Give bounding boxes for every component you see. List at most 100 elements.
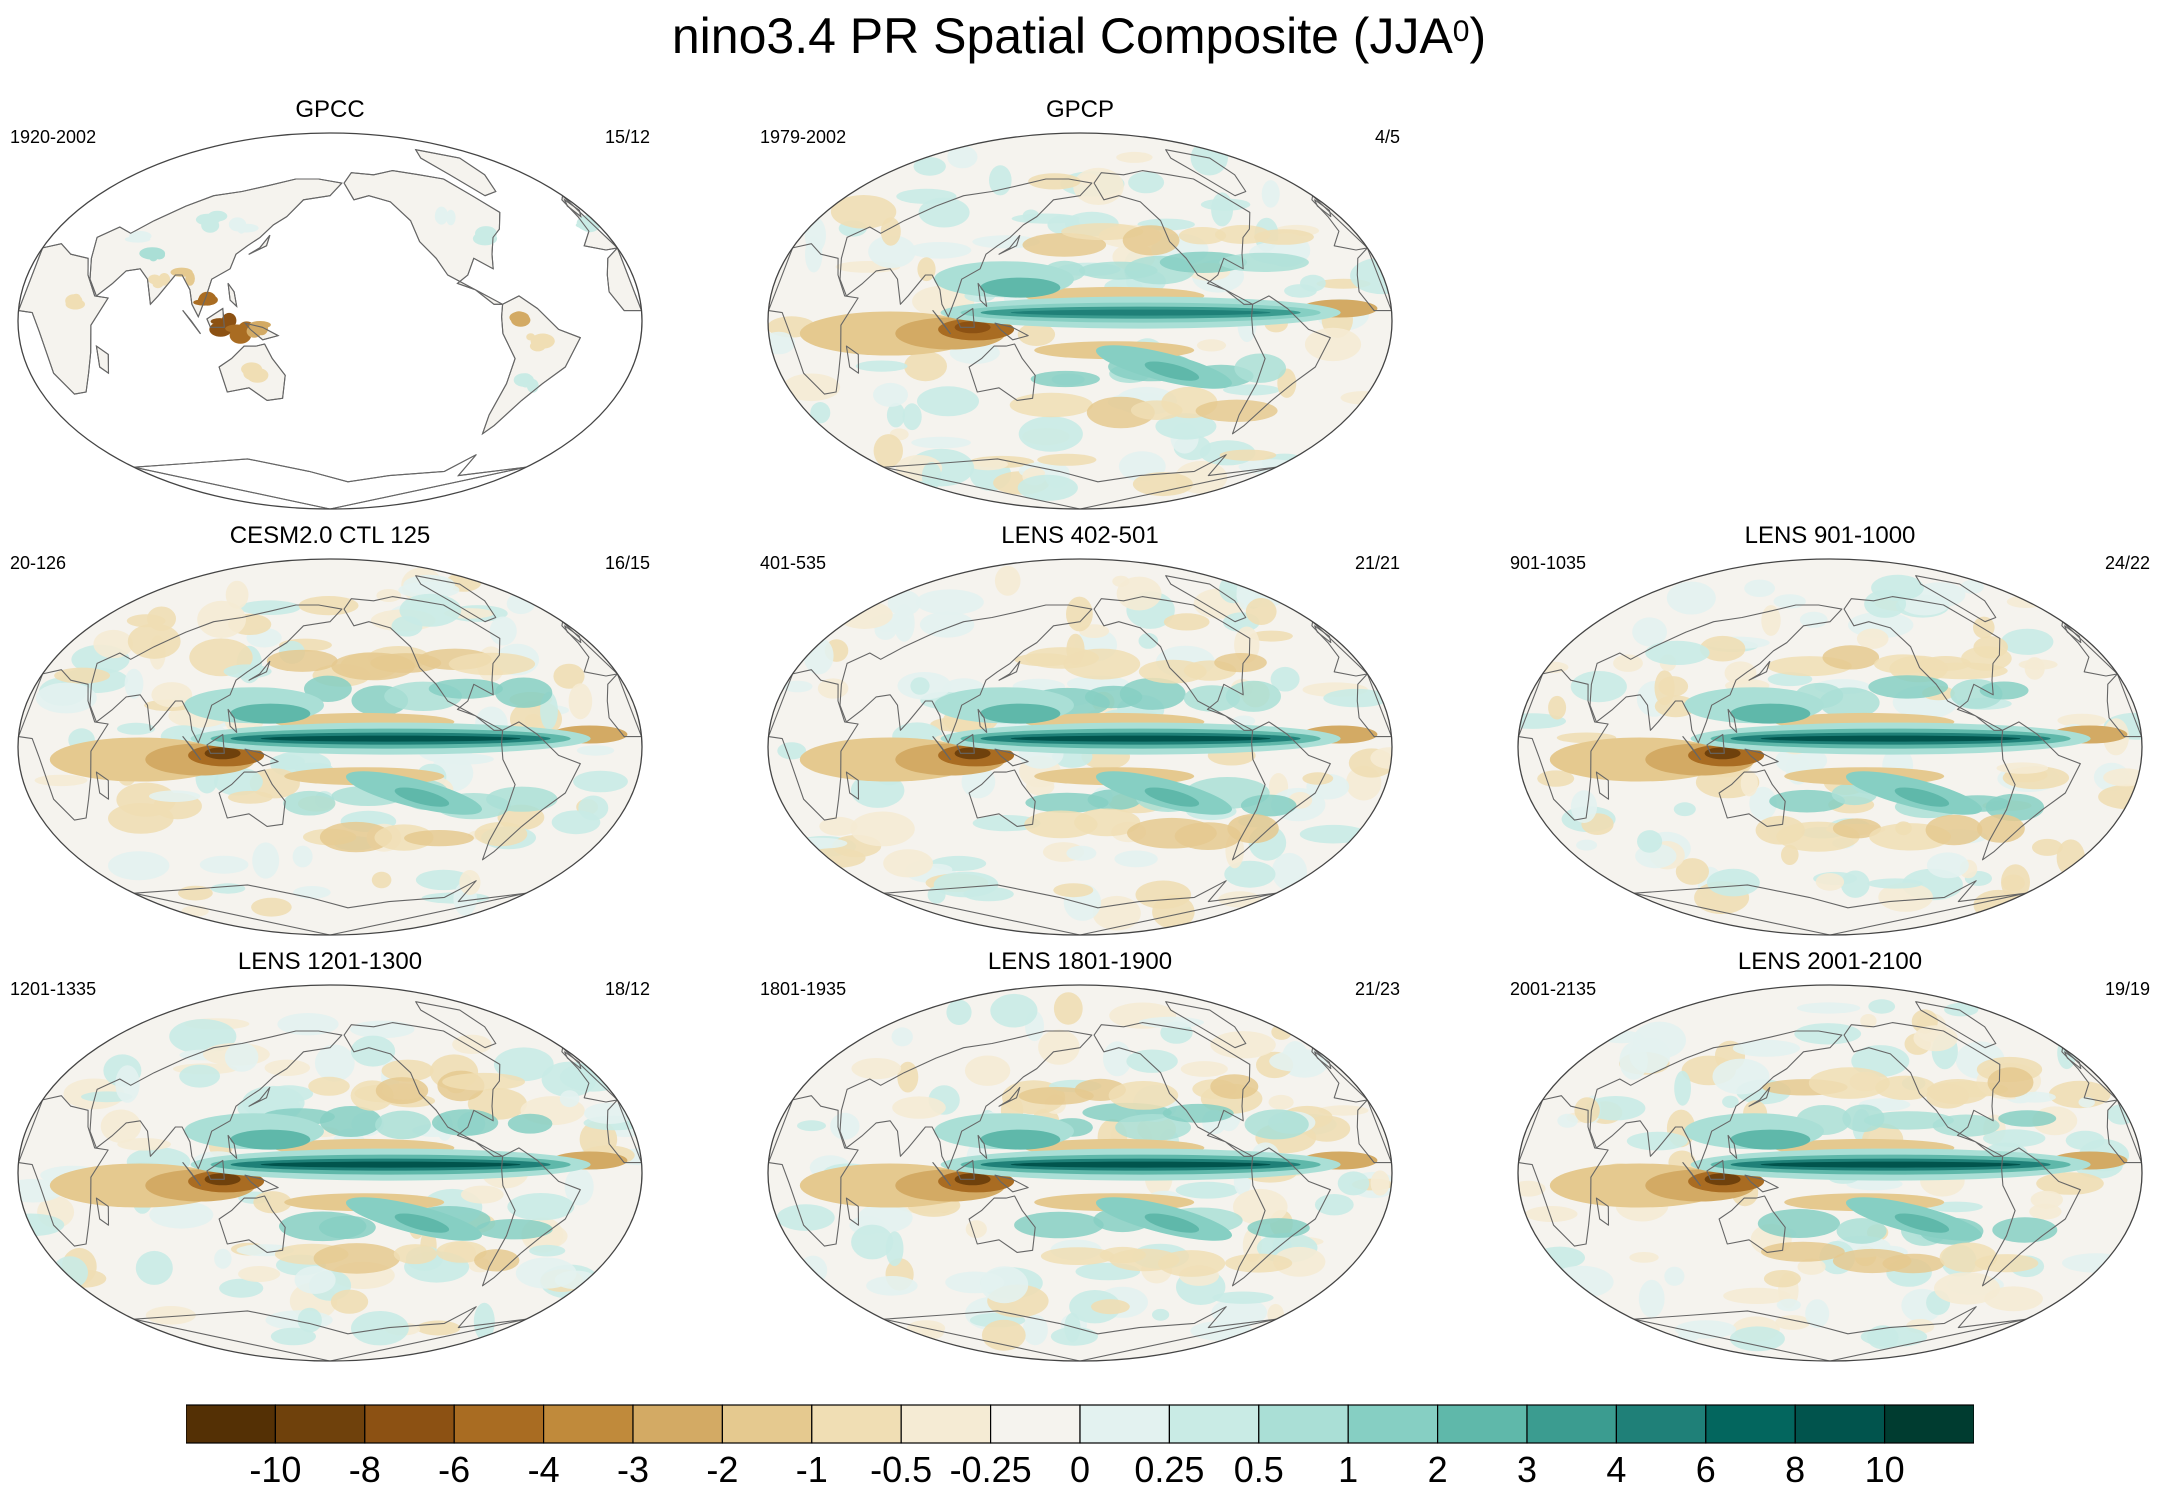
coastline <box>1706 733 1725 754</box>
figure-title-closing: ) <box>1469 8 1487 64</box>
anomaly-blob <box>1270 666 1300 692</box>
anomaly-blob <box>2006 595 2046 608</box>
anomaly-blob <box>947 145 978 169</box>
anomaly-blob <box>1673 802 1696 817</box>
coastline <box>1093 170 1254 305</box>
anomaly-blob <box>1063 648 1141 680</box>
anomaly-blob <box>350 1020 415 1039</box>
anomaly-blob <box>404 830 474 847</box>
coastline <box>206 733 225 754</box>
coastline <box>89 178 343 319</box>
colorbar-tick-label: 3 <box>1516 1449 1538 1490</box>
anomaly-blob <box>35 682 97 714</box>
anomaly-blob <box>1626 1131 1688 1151</box>
coastline <box>481 1147 581 1287</box>
anomaly-blob <box>135 1250 173 1285</box>
anomaly-blob <box>564 1167 594 1206</box>
anomaly-blob <box>493 1047 554 1082</box>
map-gpcc <box>17 132 643 510</box>
colorbar-swatch <box>543 1404 634 1444</box>
anomaly-blob <box>214 1248 232 1269</box>
coastline <box>883 1306 1277 1361</box>
coastline <box>343 170 503 305</box>
anomaly-blob <box>319 821 393 853</box>
anomaly-blob <box>1925 814 1983 846</box>
anomaly-blob <box>819 816 858 836</box>
map-lens-1801 <box>767 984 1393 1362</box>
anomaly-blob <box>93 629 134 659</box>
anomaly-blob <box>2015 1091 2056 1103</box>
colorbar-tick-label: -3 <box>616 1449 650 1490</box>
anomaly-blob <box>1867 878 1923 889</box>
land-anomaly <box>241 362 263 376</box>
coastline <box>2061 621 2118 677</box>
colorbar-tick-label: 0.25 <box>1134 1449 1205 1490</box>
panel-count: 4/5 <box>1374 127 1400 147</box>
coastline <box>1589 604 1843 744</box>
anomaly-blob <box>197 600 247 638</box>
colorbar <box>186 1404 1974 1444</box>
map-lens-901 <box>1517 558 2143 936</box>
wet-anomaly <box>394 787 450 807</box>
anomaly-blob <box>1210 1074 1259 1099</box>
anomaly-blob <box>797 1120 826 1132</box>
coastline <box>564 625 582 644</box>
anomaly-blob <box>2018 659 2058 670</box>
anomaly-blob <box>225 580 249 609</box>
anomaly-blob <box>1323 688 1390 708</box>
coastline <box>1843 596 2004 731</box>
anomaly-blob <box>51 1256 88 1290</box>
coastline <box>968 343 1036 401</box>
anomaly-blob <box>1138 633 1159 649</box>
anomaly-blob <box>1112 575 1130 587</box>
anomaly-blob <box>1796 1002 1861 1014</box>
anomaly-blob <box>873 382 908 407</box>
coastline <box>932 736 951 761</box>
anomaly-blob <box>915 589 984 615</box>
anomaly-blob <box>149 1201 214 1229</box>
anomaly-blob <box>1025 792 1109 813</box>
coastline <box>248 660 271 681</box>
wet-anomaly <box>1144 1213 1200 1233</box>
land-anomaly <box>480 229 497 240</box>
coastline <box>994 748 1029 767</box>
anomaly-blob <box>1929 1201 1983 1213</box>
land-anomaly <box>228 217 247 232</box>
anomaly-blob <box>1570 671 1627 703</box>
anomaly-blob <box>2001 628 2054 655</box>
coastline <box>244 748 279 767</box>
wet-anomaly <box>1730 703 1811 724</box>
anomaly-blob <box>1974 1254 2039 1273</box>
wet-anomaly <box>260 735 521 742</box>
coastline <box>883 880 1277 935</box>
colorbar-tick-label: -6 <box>438 1449 471 1490</box>
anomaly-blob <box>1732 1039 1800 1057</box>
anomaly-blob <box>892 1096 946 1119</box>
coastline <box>1843 1022 2004 1157</box>
anomaly-blob <box>399 593 462 627</box>
anomaly-blob <box>866 1276 918 1296</box>
coastline <box>1518 669 1609 821</box>
coastline <box>1748 1086 1771 1107</box>
anomaly-blob <box>1707 868 1760 897</box>
colorbar-swatch <box>721 1404 813 1444</box>
anomaly-blob <box>1992 1217 2058 1243</box>
coastline <box>1633 1306 2027 1361</box>
anomaly-blob <box>1273 1246 1326 1277</box>
anomaly-blob <box>1712 1058 1770 1095</box>
map-cesm-ctl <box>17 558 643 936</box>
anomaly-blob <box>1549 1265 1614 1299</box>
anomaly-blob <box>836 600 893 629</box>
colorbar-swatch <box>989 1404 1081 1444</box>
panel-count: 15/12 <box>604 127 650 147</box>
coastline <box>182 1162 201 1187</box>
anomaly-blob <box>584 1102 636 1124</box>
anomaly-blob <box>1805 1299 1830 1328</box>
wet-anomaly <box>230 703 311 724</box>
anomaly-blob <box>1987 1067 2034 1098</box>
anomaly-blob <box>1629 1037 1671 1074</box>
anomaly-blob <box>1570 790 1598 823</box>
anomaly-blob <box>1525 1206 1578 1222</box>
anomaly-blob <box>919 611 975 638</box>
land-anomaly <box>153 250 165 260</box>
